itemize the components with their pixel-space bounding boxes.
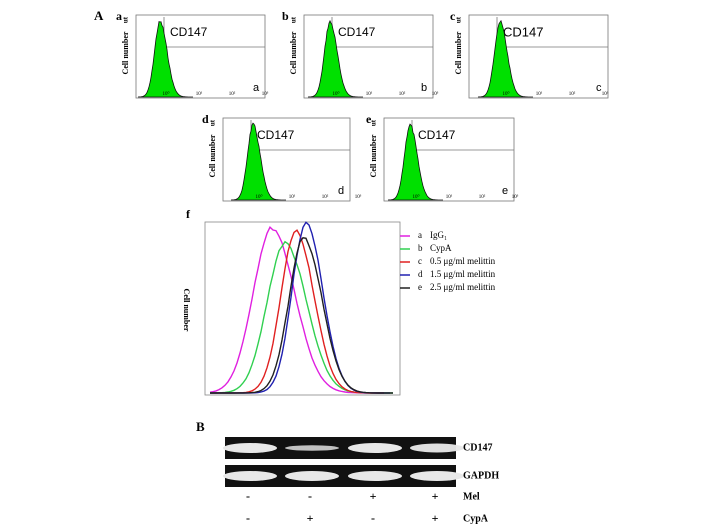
marker-label: CD147 — [503, 24, 543, 39]
plot-frame — [468, 14, 609, 99]
x-tick-label: 10¹ — [446, 194, 453, 200]
histogram — [477, 19, 533, 98]
y-axis-label: Cell number — [121, 31, 130, 74]
band — [348, 471, 402, 481]
plot-frame — [222, 117, 351, 202]
x-tick-label: 10³ — [262, 91, 269, 97]
treatment-sign: - — [308, 489, 312, 503]
histogram — [137, 21, 193, 98]
plot-frame — [204, 221, 401, 396]
x-tick-label: 10⁰ — [162, 91, 169, 97]
x-tick-label: 10² — [399, 91, 406, 97]
x-tick-label: 10² — [322, 194, 329, 200]
panel-letter: c — [450, 9, 456, 23]
panel-label: B — [196, 419, 205, 434]
band — [410, 443, 464, 453]
y-axis-label: Cell number — [208, 134, 217, 177]
x-tick-label: 10³ — [512, 194, 519, 200]
gel — [225, 437, 456, 459]
histogram — [230, 122, 286, 201]
panel-letter: a — [116, 9, 122, 23]
histogram — [387, 123, 443, 201]
x-tick-label: 10¹ — [289, 194, 296, 200]
histogram-curve — [209, 240, 393, 394]
corner-letter: a — [253, 82, 260, 94]
x-tick-label: 10⁰ — [255, 194, 262, 200]
band — [410, 471, 464, 481]
marker-label: CD147 — [257, 128, 295, 142]
y-axis-unit: ut — [209, 119, 217, 126]
x-tick-label: 10⁰ — [412, 194, 419, 200]
band — [223, 443, 277, 453]
plot-frame — [135, 14, 266, 99]
y-axis-unit: ut — [455, 16, 463, 23]
y-axis-unit: ut — [370, 119, 378, 126]
y-axis-unit: ut — [122, 16, 130, 23]
x-tick-label: 10¹ — [536, 91, 543, 97]
treatment-sign: + — [307, 511, 314, 525]
band — [285, 471, 339, 481]
band — [223, 471, 277, 481]
plot-frame — [383, 117, 515, 202]
legend-text: CypA — [430, 243, 452, 253]
x-tick-label: 10³ — [432, 91, 439, 97]
legend-key: d — [418, 269, 423, 279]
band-label: GAPDH — [463, 470, 499, 481]
legend-key: b — [418, 243, 423, 253]
y-axis-unit: ut — [290, 16, 298, 23]
treatment-sign: + — [432, 511, 439, 525]
band — [285, 445, 339, 451]
legend-text: IgG₁ — [430, 230, 447, 240]
legend-key: c — [418, 256, 422, 266]
band — [348, 443, 402, 453]
corner-letter: e — [502, 185, 508, 197]
y-axis-label: Cell number — [182, 289, 191, 332]
x-tick-label: 10³ — [355, 194, 362, 200]
treatment-sign: - — [246, 511, 250, 525]
panel-label: A — [94, 8, 104, 23]
y-axis-label: Cell number — [369, 134, 378, 177]
y-axis-label: Cell number — [289, 31, 298, 74]
legend-text: 0.5 μg/ml melittin — [430, 256, 496, 266]
histogram-curve — [210, 237, 393, 394]
marker-label: CD147 — [170, 25, 208, 39]
marker-label: CD147 — [418, 128, 456, 142]
x-tick-label: 10² — [479, 194, 486, 200]
x-tick-label: 10² — [229, 91, 236, 97]
band-label: CD147 — [463, 442, 492, 453]
legend-text: 1.5 μg/ml melittin — [430, 269, 496, 279]
gel — [225, 465, 456, 487]
x-tick-label: 10⁰ — [502, 91, 509, 97]
panel-letter: f — [186, 207, 191, 221]
treatment-sign: + — [432, 489, 439, 503]
treatment-label: Mel — [463, 491, 480, 502]
x-tick-label: 10⁰ — [332, 91, 339, 97]
x-tick-label: 10² — [569, 91, 576, 97]
corner-letter: d — [338, 185, 344, 197]
legend-text: 2.5 μg/ml melittin — [430, 282, 496, 292]
x-tick-label: 10³ — [602, 91, 609, 97]
panel-letter: e — [366, 112, 372, 126]
histogram — [307, 19, 363, 98]
marker-label: CD147 — [338, 25, 376, 39]
panel-letter: d — [202, 112, 209, 126]
corner-letter: c — [596, 82, 602, 94]
treatment-sign: + — [370, 489, 377, 503]
y-axis-label: Cell number — [454, 31, 463, 74]
panel-letter: b — [282, 9, 289, 23]
treatment-label: CypA — [463, 513, 489, 524]
legend-key: a — [418, 230, 422, 240]
treatment-sign: - — [371, 511, 375, 525]
treatment-sign: - — [246, 489, 250, 503]
x-tick-label: 10¹ — [196, 91, 203, 97]
corner-letter: b — [421, 82, 427, 94]
plot-frame — [303, 14, 434, 99]
x-tick-label: 10¹ — [366, 91, 373, 97]
histogram-curve — [210, 221, 390, 394]
legend-key: e — [418, 282, 422, 292]
